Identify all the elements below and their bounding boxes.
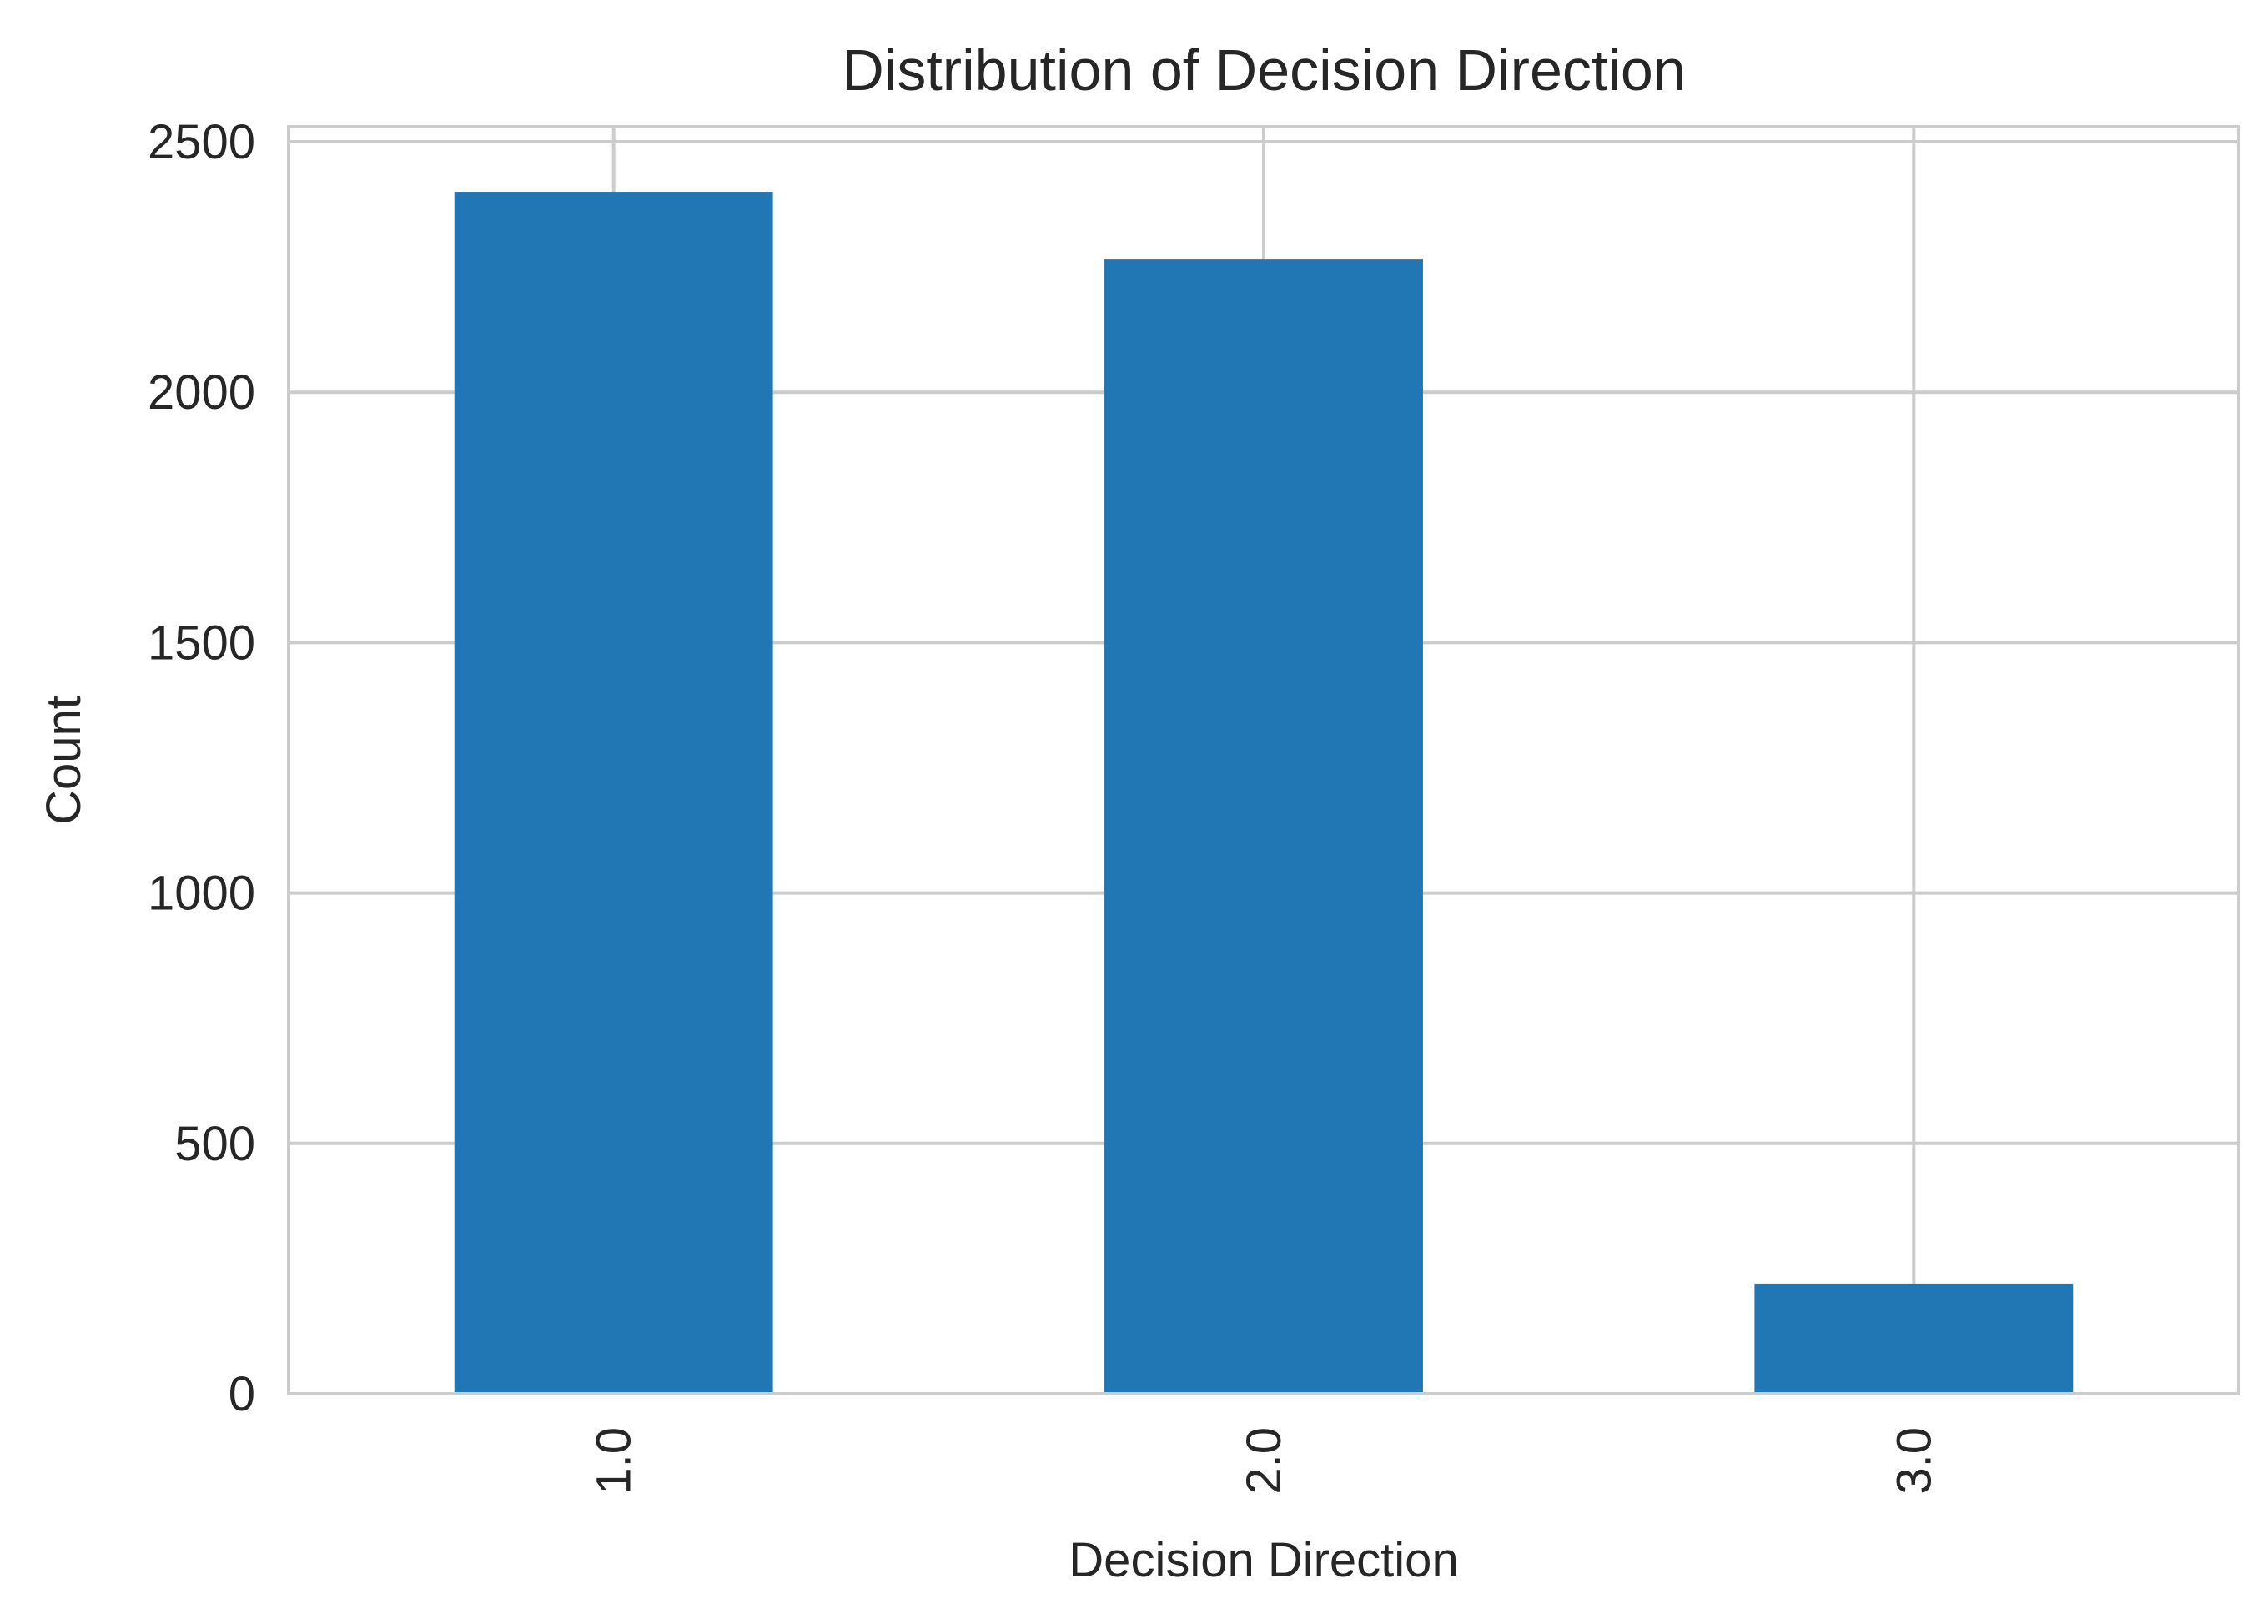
plot-frame bbox=[287, 125, 2240, 1395]
bar-1-0 bbox=[454, 192, 773, 1394]
chart-title: Distribution of Decision Direction bbox=[842, 38, 1686, 103]
x-axis-label: Decision Direction bbox=[1069, 1533, 1458, 1587]
x-tick-labels: 1.0 2.0 3.0 bbox=[587, 1427, 1942, 1495]
bar-3-0 bbox=[1754, 1283, 2074, 1394]
y-tick-label: 2000 bbox=[148, 365, 255, 420]
x-tick-label: 3.0 bbox=[1887, 1427, 1941, 1495]
x-tick-label: 2.0 bbox=[1237, 1427, 1291, 1495]
x-tick-label: 1.0 bbox=[587, 1427, 641, 1495]
y-tick-label: 500 bbox=[174, 1117, 255, 1171]
bars bbox=[454, 192, 2074, 1394]
y-axis-label: Count bbox=[37, 696, 91, 825]
y-tick-label: 2500 bbox=[148, 115, 255, 169]
y-tick-label: 1000 bbox=[148, 867, 255, 921]
y-tick-labels: 0 500 1000 1500 2000 2500 bbox=[148, 115, 255, 1421]
y-tick-label: 1500 bbox=[148, 616, 255, 670]
bar-2-0 bbox=[1104, 259, 1423, 1394]
y-tick-label: 0 bbox=[229, 1367, 255, 1421]
